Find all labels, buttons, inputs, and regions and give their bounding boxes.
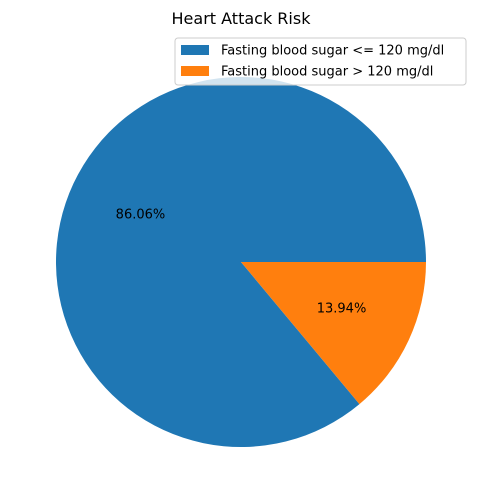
pie-slice-high-sugar [241, 262, 426, 405]
legend-swatch-normal-sugar [181, 45, 209, 55]
pie-slice-label-high-sugar: 13.94% [317, 302, 367, 317]
legend: Fasting blood sugar <= 120 mg/dl Fasting… [174, 37, 467, 86]
pie-slices [55, 77, 427, 448]
legend-swatch-high-sugar [181, 66, 209, 76]
legend-label-normal-sugar: Fasting blood sugar <= 120 mg/dl [221, 44, 444, 59]
pie-slice-labels: 86.06% 13.94% [116, 207, 367, 316]
legend-frame [174, 37, 467, 86]
pie-slice-label-normal-sugar: 86.06% [116, 207, 166, 222]
legend-label-high-sugar: Fasting blood sugar > 120 mg/dl [221, 65, 433, 80]
chart-title: Heart Attack Risk [172, 9, 312, 28]
pie-slice-normal-sugar [55, 77, 427, 448]
